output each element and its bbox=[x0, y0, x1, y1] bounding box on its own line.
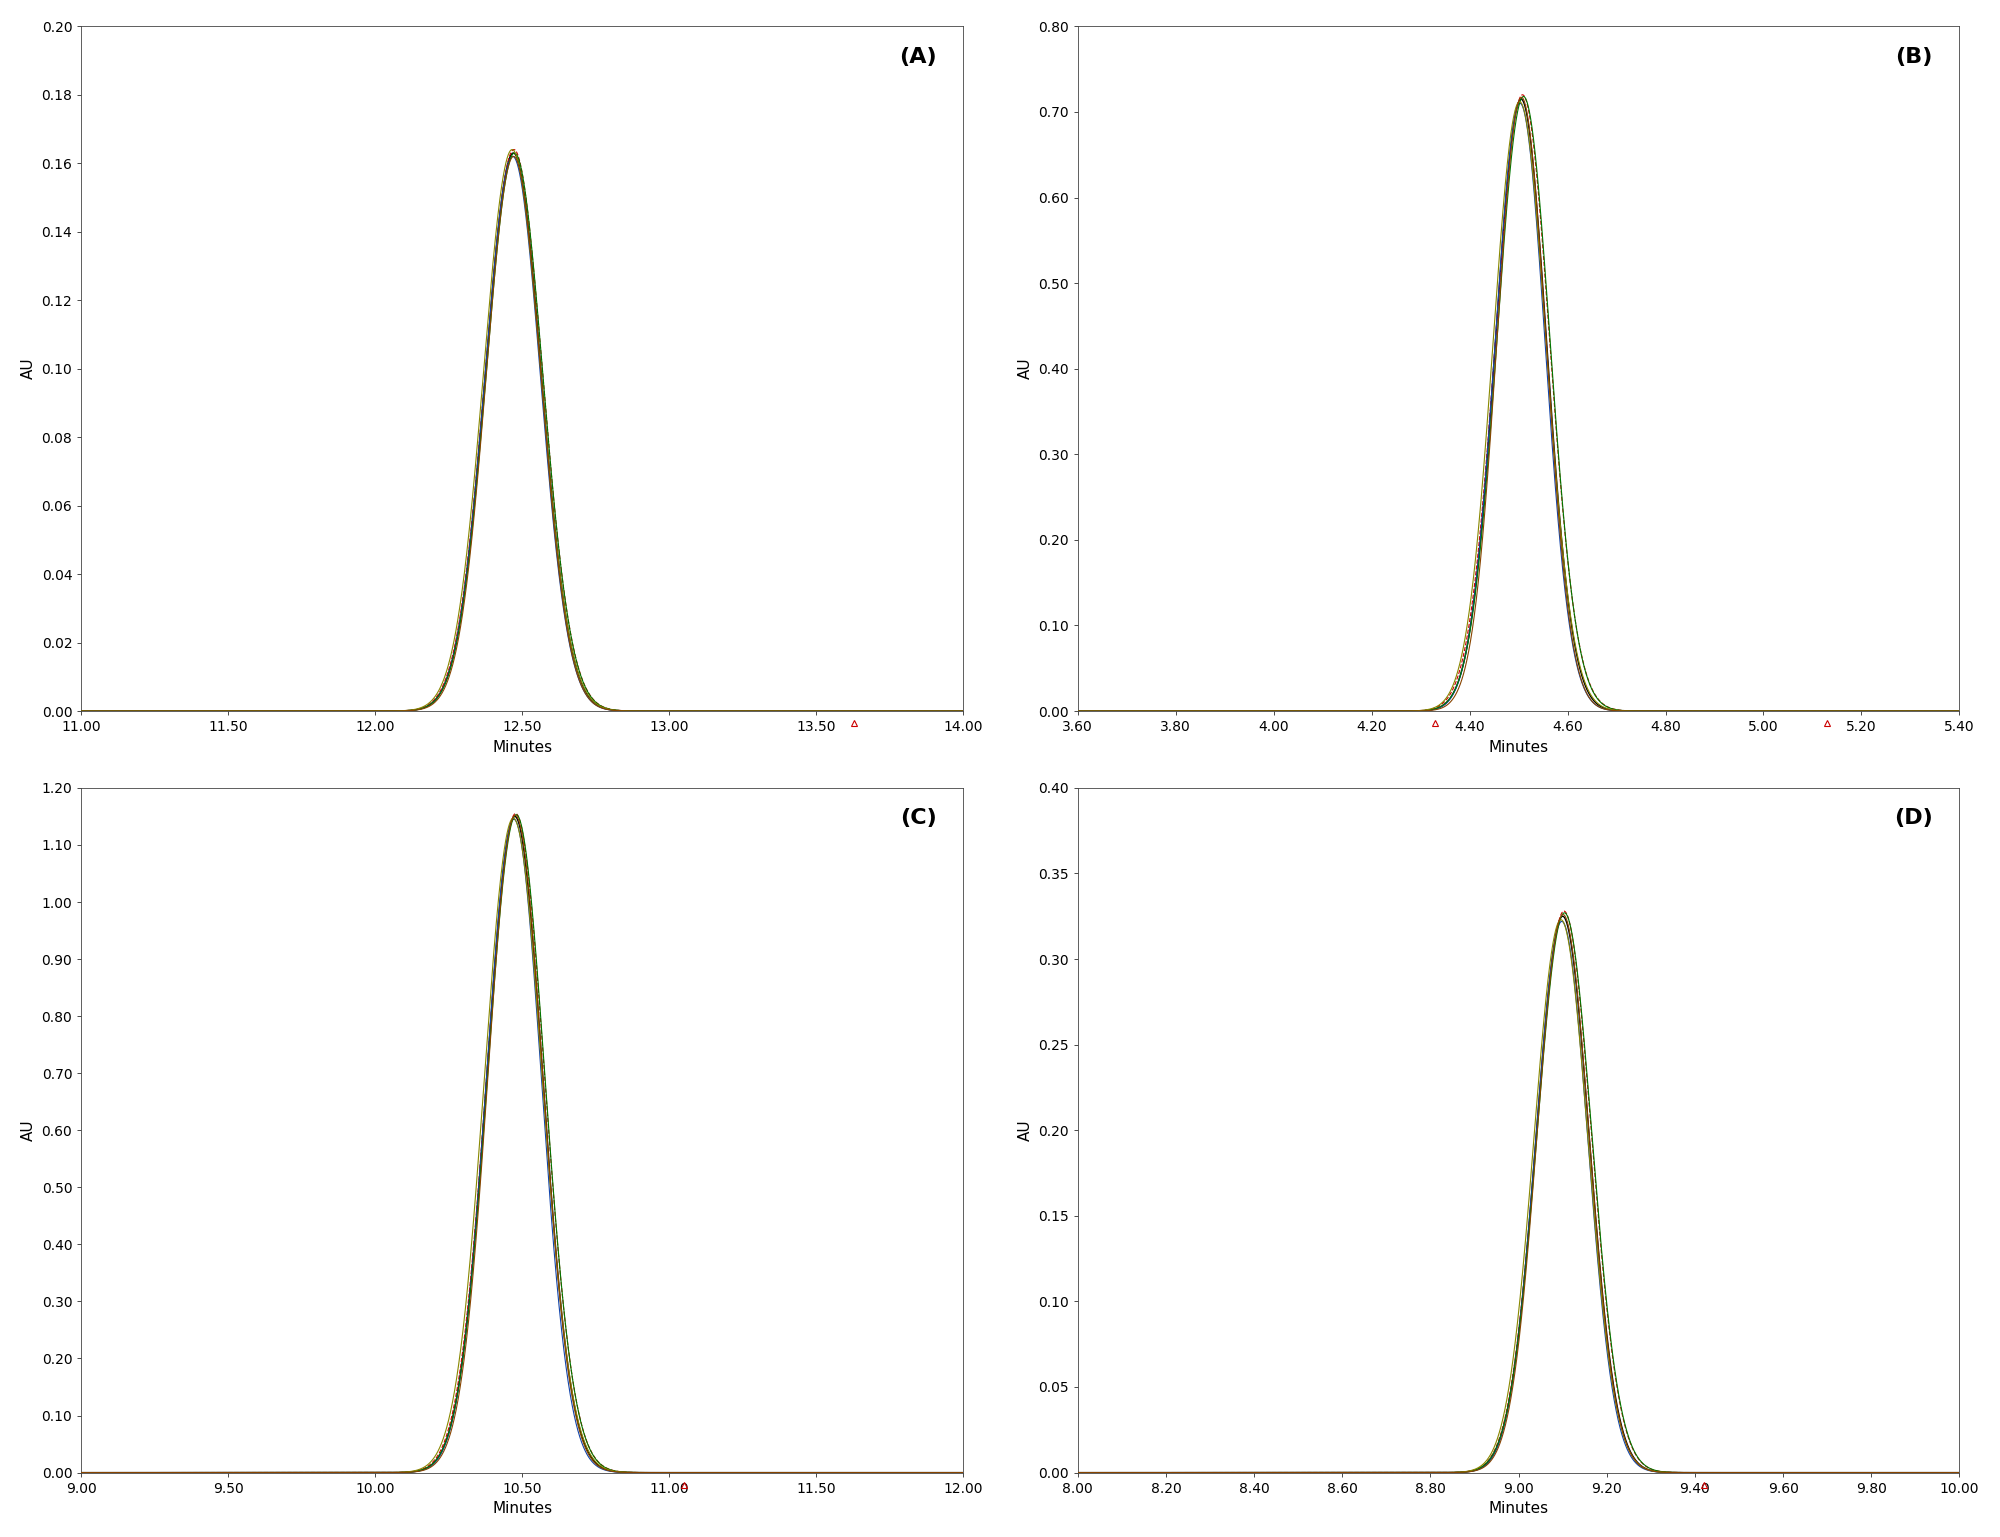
X-axis label: Minutes: Minutes bbox=[1488, 1502, 1548, 1515]
Text: (D): (D) bbox=[1894, 808, 1932, 828]
Y-axis label: AU: AU bbox=[1018, 1119, 1032, 1140]
Text: (C): (C) bbox=[900, 808, 936, 828]
Y-axis label: AU: AU bbox=[1018, 358, 1032, 380]
X-axis label: Minutes: Minutes bbox=[492, 1502, 552, 1515]
Text: (B): (B) bbox=[1896, 46, 1932, 68]
Y-axis label: AU: AU bbox=[20, 358, 36, 380]
Y-axis label: AU: AU bbox=[20, 1119, 36, 1140]
Text: (A): (A) bbox=[898, 46, 936, 68]
X-axis label: Minutes: Minutes bbox=[1488, 739, 1548, 755]
X-axis label: Minutes: Minutes bbox=[492, 739, 552, 755]
